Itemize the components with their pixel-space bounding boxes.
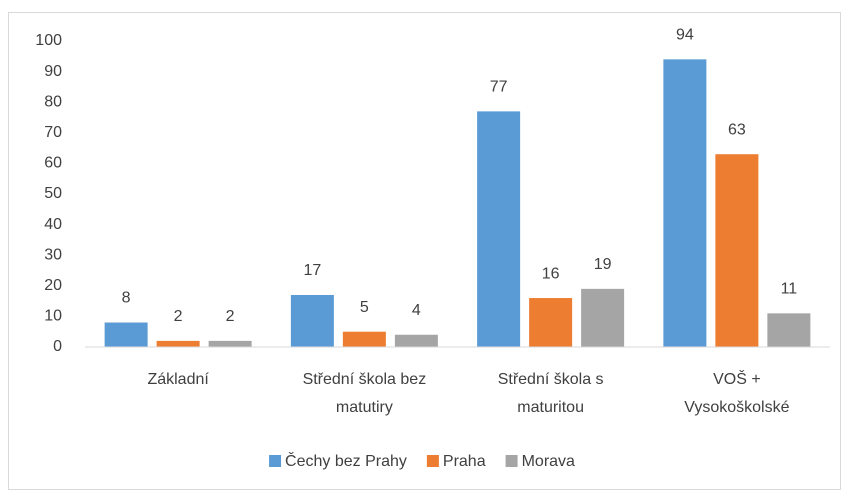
y-tick-label: 20 — [44, 277, 62, 294]
bar — [208, 340, 252, 347]
legend-swatch — [505, 455, 518, 467]
legend-label: Morava — [522, 453, 575, 470]
data-label: 2 — [226, 308, 235, 325]
x-tick-label-box: VOŠ + Vysokoškolské — [684, 371, 790, 416]
legend: Čechy bez Prahy Praha Morava — [269, 451, 575, 470]
data-label: 11 — [781, 281, 798, 298]
bar — [394, 334, 438, 347]
bar — [529, 298, 573, 347]
data-label: 19 — [594, 256, 612, 273]
data-label: 94 — [676, 27, 694, 44]
bar — [342, 331, 386, 347]
y-tick-label: 10 — [44, 308, 62, 325]
y-tick-label: 60 — [44, 155, 62, 172]
y-tick-label: 70 — [44, 124, 62, 141]
x-tick-label-box: Základní — [147, 371, 209, 388]
data-label: 8 — [122, 290, 131, 307]
legend-swatch — [426, 455, 439, 467]
bar — [581, 288, 625, 347]
bar — [156, 340, 200, 347]
x-tick-label: Střední škola bez matutiry — [302, 371, 427, 416]
x-tick-label: Základní — [147, 371, 209, 388]
legend-label: Praha — [443, 453, 486, 470]
data-label: 4 — [412, 302, 421, 319]
x-tick-label-box: Střední škola bez matutiry — [302, 371, 427, 416]
bar — [290, 294, 334, 347]
legend-swatch — [269, 455, 282, 467]
data-label: 77 — [490, 79, 508, 96]
y-tick-label: 50 — [44, 185, 62, 202]
bar — [477, 111, 521, 347]
legend-label: Čechy bez Prahy — [285, 451, 407, 470]
y-tick-label: 90 — [44, 63, 62, 80]
bar — [104, 322, 148, 347]
data-label: 16 — [542, 265, 560, 282]
data-label: 17 — [303, 262, 321, 279]
y-tick-label: 30 — [44, 246, 62, 263]
y-tick-label: 40 — [44, 216, 62, 233]
y-tick-label: 80 — [44, 93, 62, 110]
x-tick-label: Střední škola s maturitou — [497, 371, 604, 416]
x-tick-label-box: Střední škola s maturitou — [497, 371, 604, 416]
data-label: 5 — [360, 299, 369, 316]
y-tick-label: 100 — [35, 32, 62, 49]
bar — [663, 59, 707, 348]
data-label: 2 — [174, 308, 183, 325]
bar — [715, 154, 759, 347]
bar — [767, 313, 811, 347]
x-tick-label: VOŠ + Vysokoškolské — [684, 371, 790, 416]
y-tick-label: 0 — [53, 338, 62, 355]
data-label: 63 — [728, 121, 746, 138]
